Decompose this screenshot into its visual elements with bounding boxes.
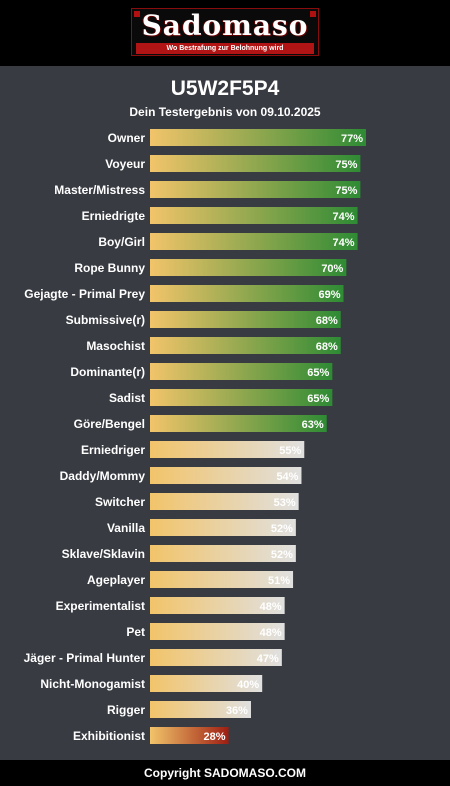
value-label: 74%	[333, 237, 355, 249]
value-label: 52%	[271, 523, 293, 535]
value-label: 54%	[276, 471, 298, 483]
site-logo[interactable]: Sadomaso Wo Bestrafung zur Belohnung wir…	[131, 8, 319, 56]
bar	[150, 571, 294, 588]
logo-tagline: Wo Bestrafung zur Belohnung wird	[136, 43, 314, 54]
bar	[150, 285, 344, 302]
category-label: Erniedriger	[81, 443, 145, 457]
category-label: Experimentalist	[56, 599, 145, 613]
value-label: 48%	[260, 601, 282, 613]
bar	[150, 207, 358, 224]
value-label: 70%	[321, 263, 343, 275]
bar	[150, 311, 341, 328]
category-label: Pet	[126, 625, 145, 639]
value-label: 75%	[335, 159, 357, 171]
bar	[150, 233, 358, 250]
category-label: Rope Bunny	[74, 261, 145, 275]
bar	[150, 649, 282, 666]
value-label: 28%	[204, 731, 226, 743]
category-label: Submissive(r)	[66, 313, 145, 327]
value-label: 75%	[335, 185, 357, 197]
bar	[150, 597, 285, 614]
header-bar: Sadomaso Wo Bestrafung zur Belohnung wir…	[0, 0, 450, 66]
value-label: 63%	[302, 419, 324, 431]
category-label: Jäger - Primal Hunter	[24, 651, 146, 665]
category-label: Boy/Girl	[98, 235, 145, 249]
category-label: Erniedrigte	[82, 209, 146, 223]
category-label: Masochist	[86, 339, 145, 353]
bar	[150, 623, 285, 640]
category-label: Nicht-Monogamist	[40, 677, 145, 691]
result-subtitle: Dein Testergebnis von 09.10.2025	[129, 105, 321, 119]
value-label: 53%	[274, 497, 296, 509]
bar	[150, 441, 305, 458]
result-bar-chart: Owner 77% Voyeur 75% Master/Mistress 75% Ernie…	[24, 129, 366, 744]
category-label: Switcher	[95, 495, 145, 509]
bar	[150, 337, 341, 354]
category-label: Gejagte - Primal Prey	[24, 287, 145, 301]
value-label: 47%	[257, 653, 279, 665]
category-label: Dominante(r)	[70, 365, 145, 379]
value-label: 48%	[260, 627, 282, 639]
category-label: Voyeur	[105, 157, 145, 171]
value-label: 55%	[279, 445, 301, 457]
bar	[150, 519, 296, 536]
logo-corner-decoration	[134, 11, 140, 17]
bar	[150, 675, 263, 692]
logo-text: Sadomaso	[141, 9, 309, 42]
bar	[150, 363, 333, 380]
category-label: Sklave/Sklavin	[62, 547, 145, 561]
category-label: Master/Mistress	[54, 183, 145, 197]
bar	[150, 129, 366, 146]
value-label: 52%	[271, 549, 293, 561]
bar	[150, 181, 361, 198]
bar	[150, 155, 361, 172]
bar	[150, 259, 347, 276]
category-label: Sadist	[109, 391, 145, 405]
bar	[150, 701, 251, 718]
value-label: 65%	[307, 393, 329, 405]
category-label: Rigger	[107, 703, 145, 717]
bar	[150, 493, 299, 510]
category-label: Ageplayer	[87, 573, 145, 587]
bar	[150, 727, 229, 744]
value-label: 74%	[333, 211, 355, 223]
footer-bar: Copyright SADOMASO.COM	[0, 760, 450, 786]
category-label: Exhibitionist	[73, 729, 145, 743]
bar	[150, 389, 333, 406]
bar	[150, 415, 327, 432]
value-label: 77%	[341, 133, 363, 145]
value-label: 69%	[319, 289, 341, 301]
logo-corner-decoration	[310, 11, 316, 17]
category-label: Vanilla	[107, 521, 145, 535]
bar	[150, 545, 296, 562]
bar	[150, 467, 302, 484]
value-label: 36%	[226, 705, 248, 717]
category-label: Göre/Bengel	[74, 417, 145, 431]
value-label: 68%	[316, 315, 338, 327]
value-label: 68%	[316, 341, 338, 353]
category-label: Owner	[108, 131, 146, 145]
value-label: 40%	[237, 679, 259, 691]
copyright-text: Copyright SADOMASO.COM	[144, 766, 306, 780]
value-label: 65%	[307, 367, 329, 379]
value-label: 51%	[268, 575, 290, 587]
result-title: U5W2F5P4	[170, 77, 280, 100]
category-label: Daddy/Mommy	[60, 469, 146, 483]
